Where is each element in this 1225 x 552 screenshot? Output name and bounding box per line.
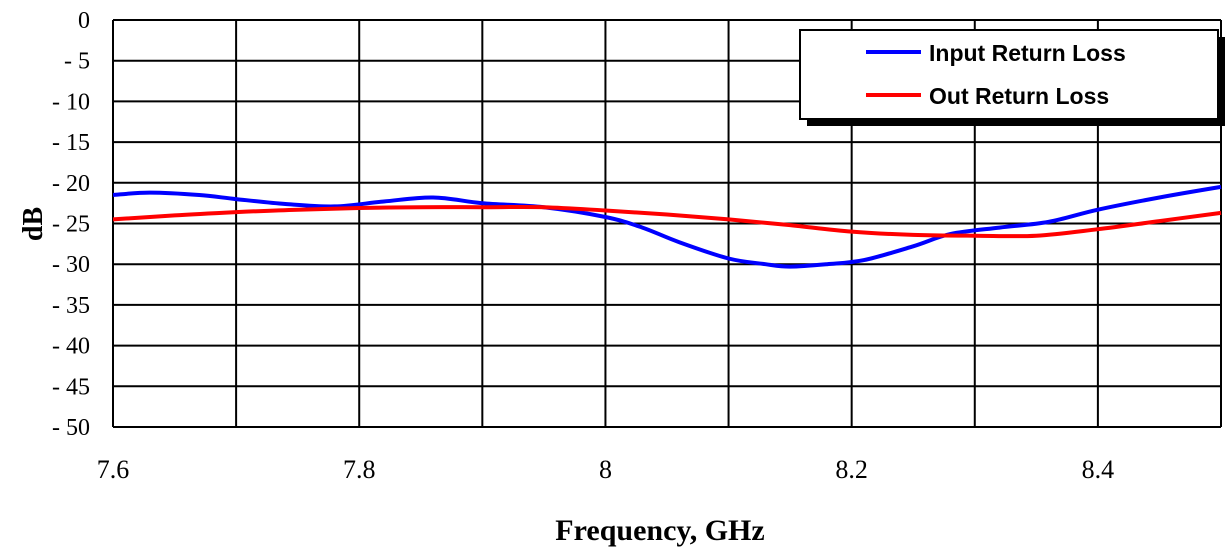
x-tick-label: 8.4 [1082,455,1115,484]
x-tick-label: 8.2 [835,455,868,484]
y-tick-label: - 15 [52,130,90,156]
x-tick-label: 7.6 [97,455,130,484]
y-axis-title: dB [18,207,49,241]
legend-box [799,29,1219,120]
y-tick-label: - 45 [52,374,90,400]
grid [112,19,1222,428]
series-lines [112,184,1222,269]
y-tick-label: - 5 [64,49,90,75]
series-line-out-return-loss [112,204,1222,239]
y-tick-label: - 50 [52,415,90,441]
x-tick-label: 7.8 [343,455,376,484]
y-tick-label: - 30 [52,252,90,278]
x-axis-ticks: 7.6 7.8 8 8.2 8.4 [97,455,1114,484]
y-tick-label: - 20 [52,171,90,197]
y-axis-ticks: 0 - 5 - 10 - 15 - 20 - 25 - 30 - 35 - 40 - 45 - 50 [52,8,90,441]
y-tick-label: - 25 [52,212,90,238]
y-tick-label: 0 [78,8,90,34]
y-tick-label: - 40 [52,334,90,360]
y-tick-label: - 35 [52,293,90,319]
y-tick-label: - 10 [52,89,90,115]
x-tick-label: 8 [599,455,612,484]
legend-label-out-return-loss: Out Return Loss [929,83,1109,109]
legend: Input Return Loss Out Return Loss [799,29,1225,126]
series-line-input-return-loss [112,184,1222,269]
x-axis-title: Frequency, GHz [555,514,764,547]
legend-label-input-return-loss: Input Return Loss [929,40,1126,66]
